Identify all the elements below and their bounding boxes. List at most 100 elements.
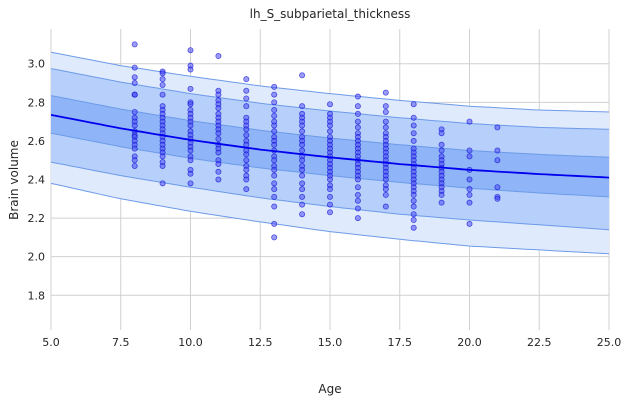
data-point [187,66,194,73]
data-point [410,211,417,218]
data-point [243,151,250,158]
data-point [271,193,278,200]
data-point [299,128,306,135]
data-point [410,101,417,108]
data-point [354,124,361,131]
data-point [354,191,361,198]
data-point [299,103,306,110]
data-point [271,234,278,241]
x-tick-label: 15.0 [318,336,343,349]
data-point [131,108,138,115]
data-point [494,147,501,154]
data-point [299,122,306,129]
data-point [466,220,473,227]
data-point [131,74,138,81]
median-curve [50,114,610,179]
data-point [438,141,445,148]
data-point [215,161,222,168]
data-point [243,87,250,94]
band-outer-lower-edge [50,182,610,255]
x-tick-label: 5.0 [42,336,60,349]
data-point [187,47,194,54]
data-point [215,176,222,183]
data-point [187,157,194,164]
data-point [410,224,417,231]
data-point [243,186,250,193]
data-point [299,141,306,148]
data-point [131,122,138,129]
data-point [243,157,250,164]
data-point [326,209,333,216]
data-point [494,124,501,131]
data-point [271,99,278,106]
data-point [410,203,417,210]
y-tick-label: 2.2 [28,212,46,225]
data-point [131,91,138,98]
data-point [243,103,250,110]
data-point [382,203,389,210]
data-point [299,186,306,193]
median-line [50,114,610,179]
data-point [466,186,473,193]
data-point [159,180,166,187]
data-point [271,91,278,98]
data-point [494,157,501,164]
data-point [354,118,361,125]
data-point [271,128,278,135]
data-point [494,184,501,191]
data-point [131,162,138,169]
data-point [187,147,194,154]
data-point [159,76,166,83]
x-tick-label: 22.5 [527,336,552,349]
data-point [410,217,417,224]
data-point [215,105,222,112]
data-point [299,157,306,164]
data-point [299,201,306,208]
chart-title: lh_S_subparietal_thickness [250,7,411,21]
data-point [271,180,278,187]
data-point [271,166,278,173]
data-point [271,172,278,179]
y-tick-label: 2.0 [28,251,46,264]
data-point [354,93,361,100]
data-point [131,80,138,87]
data-point [131,145,138,152]
data-point [466,147,473,154]
x-tick-label: 12.5 [248,336,273,349]
data-point [215,130,222,137]
data-point [271,141,278,148]
data-point [215,149,222,156]
x-axis-label: Age [318,382,341,396]
data-point [271,220,278,227]
data-point [466,153,473,160]
data-point [326,193,333,200]
data-point [354,110,361,117]
data-point [410,122,417,129]
data-point [159,81,166,88]
data-point [215,168,222,175]
y-tick-label: 2.8 [28,96,46,109]
data-point [354,176,361,183]
data-point [354,215,361,222]
data-point [243,76,250,83]
data-point [271,107,278,114]
data-point [354,103,361,110]
data-point [243,95,250,102]
data-point [382,89,389,96]
data-point [466,118,473,125]
data-point [215,91,222,98]
x-tick-label: 25.0 [597,336,622,349]
data-point [299,211,306,218]
data-point [382,108,389,115]
data-point [438,147,445,154]
data-point [187,170,194,177]
data-point [326,176,333,183]
data-point [187,101,194,108]
data-point [271,112,278,119]
data-point [131,64,138,71]
x-tick-label: 7.5 [112,336,130,349]
data-point [215,53,222,60]
data-point [131,157,138,164]
data-point [466,176,473,183]
